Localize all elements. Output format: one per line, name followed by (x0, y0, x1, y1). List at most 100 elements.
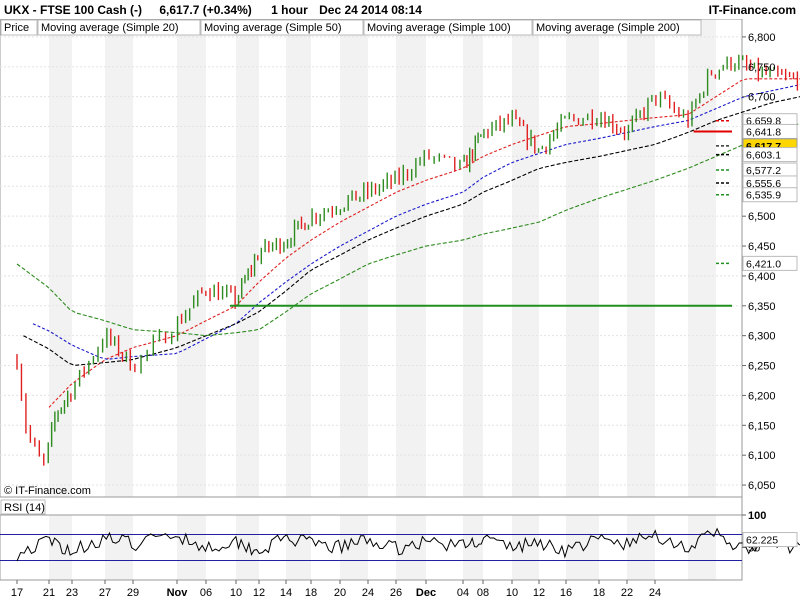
rsi-day-stripe (627, 515, 655, 580)
x-tick-label: 24 (649, 587, 661, 599)
header-last: 6,617.7 (+0.34%) (159, 3, 251, 17)
x-tick-label: 18 (305, 587, 317, 599)
rsi-last-badge (742, 532, 798, 548)
day-stripe (49, 19, 72, 497)
y-tick-label: 6,200 (748, 390, 776, 402)
rsi-day-stripe (463, 515, 483, 580)
day-stripe (566, 19, 599, 497)
rsi-title: RSI (14) (4, 502, 45, 514)
x-tick-label: 10 (230, 587, 242, 599)
value-badge-label: 6,603.1 (746, 150, 781, 162)
sma20-line (48, 78, 800, 408)
value-badge (742, 187, 798, 203)
sma100-line (23, 96, 800, 366)
price-series (16, 54, 799, 466)
sma50-line (32, 84, 800, 360)
legend-item: Moving average (Simple 100) (367, 22, 511, 34)
day-stripe (177, 19, 206, 497)
x-tick-label: 12 (253, 587, 265, 599)
y-tick-label: 6,300 (748, 331, 776, 343)
x-tick-label: 08 (477, 587, 489, 599)
x-tick-label: 20 (334, 587, 346, 599)
value-badge (742, 147, 798, 163)
y-tick-label: 6,100 (748, 450, 776, 462)
horizontal-levels (230, 130, 732, 307)
svg-text:UKX - FTSE 100 Cash (-): UKX - FTSE 100 Cash (-) 6,617.7 (+0.34%)… (4, 3, 422, 17)
x-axis-ticks: 17 21 23 27 29 Nov 06 10 12 14 18 20 24 26 Dec 04 08 10 12… (11, 580, 661, 599)
header-interval: 1 hour (271, 3, 308, 17)
legend: Price Moving average (Simple 20) Moving av… (0, 19, 702, 36)
x-tick-label: 14 (280, 587, 292, 599)
x-tick-label: 24 (362, 587, 374, 599)
x-tick-label: 23 (66, 587, 78, 599)
rsi-day-stripe (396, 515, 426, 580)
value-badge (742, 255, 798, 271)
x-tick-label: 06 (200, 587, 212, 599)
x-tick-label: 17 (11, 587, 23, 599)
right-value-labels: 6,659.86,641.86,617.76,603.16,577.26,555… (716, 113, 798, 271)
y-tick-label: 6,150 (748, 420, 776, 432)
x-tick-label: 04 (457, 587, 469, 599)
y-tick-label: 6,250 (748, 361, 776, 373)
y-tick-label: 6,500 (748, 211, 776, 223)
legend-box (0, 19, 38, 36)
day-stripe (105, 19, 133, 497)
x-tick-label: 18 (593, 587, 605, 599)
x-tick-label: Dec (416, 587, 436, 599)
legend-item: Moving average (Simple 20) (41, 22, 179, 34)
rsi-day-stripe (105, 515, 133, 580)
header-symbol: UKX - FTSE 100 Cash (-) (4, 3, 142, 17)
x-tick-label: 12 (533, 587, 545, 599)
legend-item: Moving average (Simple 200) (536, 22, 680, 34)
legend-box (532, 19, 702, 36)
y-tick-label: 6,350 (748, 301, 776, 313)
y-tick-label: 6,400 (748, 271, 776, 283)
x-tick-label: 26 (390, 587, 402, 599)
rsi-day-stripe (177, 515, 206, 580)
rsi-line (16, 527, 800, 562)
day-stripe (688, 19, 716, 497)
x-tick-label: 22 (621, 587, 633, 599)
value-badge-label: 6,641.8 (746, 126, 781, 138)
header-brand: IT-Finance.com (709, 3, 796, 17)
value-badge-label: 6,577.2 (746, 165, 781, 177)
y-tick-label: 6,800 (748, 32, 776, 44)
header-datetime: Dec 24 2014 08:14 (319, 3, 422, 17)
day-stripe (340, 19, 368, 497)
value-badge-label: 6,555.6 (746, 178, 781, 190)
value-badge-label: 6,535.9 (746, 190, 781, 202)
rsi-day-stripe (688, 515, 716, 580)
y-tick-label: 6,450 (748, 241, 776, 253)
header: UKX - FTSE 100 Cash (-) 6,617.7 (+0.34%)… (0, 0, 800, 19)
x-tick-label: Nov (167, 587, 189, 599)
y-tick-label: 6,050 (748, 480, 776, 492)
rsi-title-box: RSI (14) (0, 499, 46, 515)
day-stripe (396, 19, 426, 497)
value-badge-label: 6,421.0 (746, 258, 781, 270)
day-stripe (286, 19, 311, 497)
day-stripe (627, 19, 655, 497)
rsi-day-stripe (286, 515, 311, 580)
day-stripe (512, 19, 539, 497)
rsi-y-tick-label: 100 (748, 510, 766, 522)
sma200-line (16, 122, 800, 337)
legend-box (363, 19, 533, 36)
legend-box (37, 19, 201, 36)
moving-average-lines (16, 78, 800, 408)
y-tick-label: 6,700 (748, 92, 776, 104)
legend-item: Price (4, 22, 29, 34)
x-tick-label: 29 (127, 587, 139, 599)
x-tick-label: 27 (99, 587, 111, 599)
copyright: © IT-Finance.com (4, 485, 91, 497)
rsi-day-stripe (340, 515, 368, 580)
rsi-last-label: 62.225 (746, 535, 778, 547)
day-stripe (236, 19, 259, 497)
legend-box (200, 19, 364, 36)
x-tick-label: 16 (560, 587, 572, 599)
y-tick-label: 6,750 (748, 62, 776, 74)
x-tick-label: 10 (506, 587, 518, 599)
x-tick-label: 21 (43, 587, 55, 599)
legend-item: Moving average (Simple 50) (204, 22, 342, 34)
